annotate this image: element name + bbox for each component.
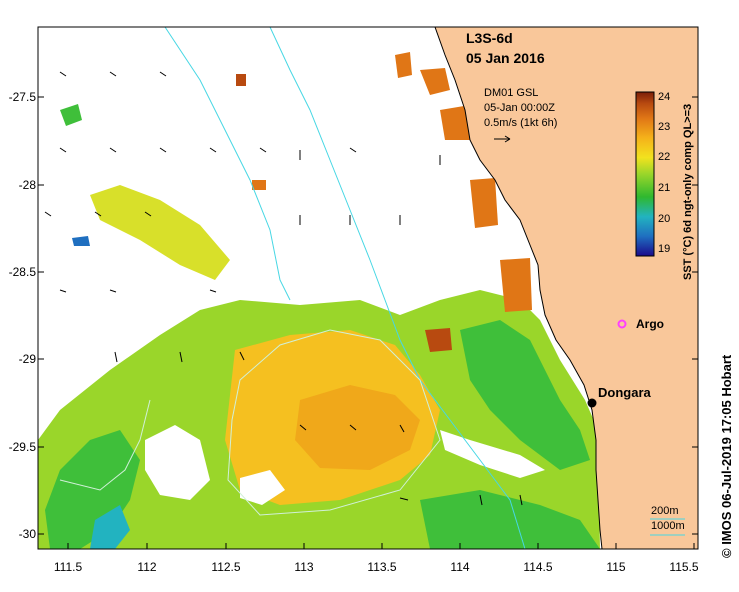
isobath-200m: [269, 27, 526, 549]
dongara-label: Dongara: [598, 385, 651, 400]
cloud-gap-3: [240, 470, 285, 505]
current-scale-arrowhead: [504, 135, 511, 143]
current-source: DM01 GSL: [484, 87, 539, 99]
sst-field: [38, 52, 600, 549]
plot-frame: [37, 26, 699, 550]
sst-patch-coast-n3: [440, 105, 470, 140]
colorbar-tick-24: 24: [658, 91, 671, 103]
sst-patch-north-band: [90, 185, 230, 280]
y-tick-label: -29.5: [8, 440, 36, 454]
colorbar-tick-22: 22: [658, 151, 671, 163]
argo-marker: [617, 319, 627, 329]
colorbar-label: SST (°C) 6d ngt-only comp QL>=3: [682, 103, 694, 280]
colorbar-tick-23: 23: [658, 121, 671, 133]
cloud-gap-2: [145, 425, 210, 500]
sst-patch-green-east: [460, 320, 590, 470]
colorbar-tick-21: 21: [658, 182, 671, 194]
current-time: 05-Jan 00:00Z: [484, 102, 555, 114]
x-tick-label: 112.5: [211, 560, 241, 574]
imos-credit: © IMOS 06-Jul-2019 17:05 Hobart: [719, 354, 734, 558]
sst-patch-coast-n5: [500, 258, 532, 312]
current-vectors: [44, 71, 523, 506]
sst-patch-red2: [236, 74, 246, 86]
colorbar-tick-19: 19: [658, 243, 671, 255]
land-mass: [434, 27, 698, 549]
sst-patch-coast-n4: [470, 178, 498, 228]
sst-patch-orange-core: [295, 385, 420, 470]
legend-200m-label: 200m: [651, 505, 679, 517]
x-tick-label: 115: [606, 560, 626, 574]
colorbar: [635, 91, 655, 257]
product-date: 05 Jan 2016: [466, 50, 545, 66]
legend-1000m-label: 1000m: [651, 520, 685, 532]
sst-patch-green-se: [420, 490, 600, 549]
sst-patch-coast-n1: [395, 52, 412, 78]
sst-patch-cool-sw: [90, 505, 130, 549]
eddy-contour-sw: [59, 399, 151, 491]
current-scale: 0.5m/s (1kt 6h): [484, 117, 558, 129]
sst-patch-red: [425, 328, 452, 352]
x-tick-label: 114: [450, 560, 470, 574]
axis-ticks: [38, 96, 698, 549]
sst-patch-coast-n2: [420, 68, 450, 95]
product-title: L3S-6d: [466, 30, 513, 46]
y-tick-label: -27.5: [8, 90, 36, 104]
argo-label: Argo: [636, 317, 664, 331]
y-tick-label: -30: [18, 527, 36, 541]
y-tick-label: -28: [18, 178, 36, 192]
sst-patch-nw-green: [60, 104, 82, 126]
isobath-1000m: [164, 27, 291, 301]
eddy-contour: [227, 329, 441, 516]
x-tick-label: 115.5: [669, 560, 699, 574]
dongara-marker: [587, 398, 597, 408]
x-tick-label: 114.5: [523, 560, 553, 574]
x-tick-label: 113: [294, 560, 314, 574]
x-tick-label: 113.5: [367, 560, 397, 574]
y-tick-label: -28.5: [8, 265, 36, 279]
sst-patch-red3: [252, 180, 266, 190]
y-tick-label: -29: [18, 352, 36, 366]
x-tick-label: 111.5: [53, 560, 83, 574]
sst-patch-nw-blue: [72, 236, 90, 246]
x-tick-label: 112: [137, 560, 157, 574]
colorbar-tick-20: 20: [658, 213, 671, 225]
